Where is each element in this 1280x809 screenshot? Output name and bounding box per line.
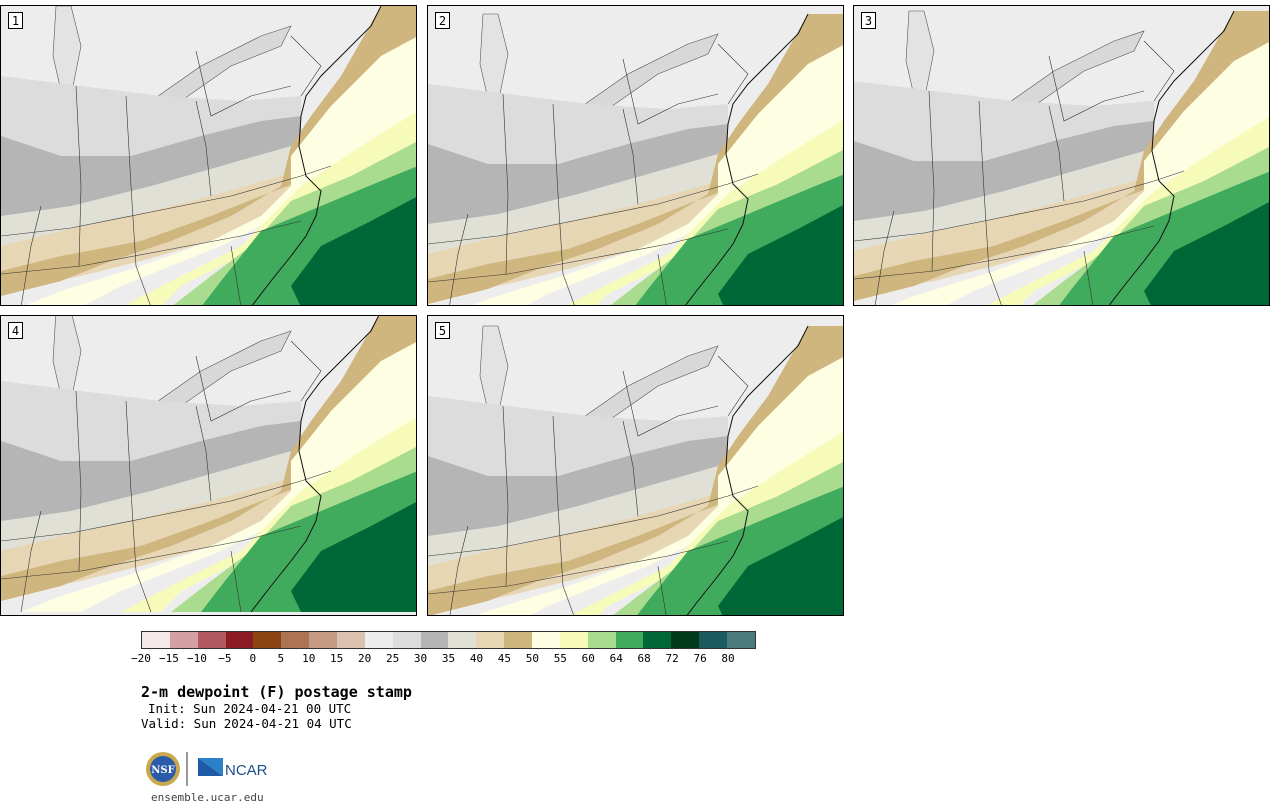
colorbar-swatch-3	[225, 632, 254, 648]
colorbar-swatch-10	[420, 632, 449, 648]
colorbar-tick-label: 5	[277, 652, 285, 665]
colorbar-swatch-14	[532, 632, 560, 648]
colorbar-tick-label: 76	[693, 652, 707, 665]
ncar-logo-icon: NCAR	[198, 758, 268, 779]
ensemble-member-map-1: 1	[0, 5, 417, 306]
member-label: 1	[8, 12, 23, 29]
colorbar-tick-label: 20	[358, 652, 372, 665]
colorbar-tick-label: 10	[302, 652, 316, 665]
colorbar-swatch-5	[281, 632, 310, 648]
colorbar-swatch-11	[448, 632, 477, 648]
colorbar-tick-label: 68	[637, 652, 651, 665]
valid-time: Valid: Sun 2024-04-21 04 UTC	[141, 716, 352, 731]
colorbar-swatch-17	[615, 632, 644, 648]
nsf-logo-icon: NSF	[146, 752, 180, 786]
colorbar-swatch-18	[643, 632, 672, 648]
colorbar-swatch-7	[337, 632, 365, 648]
svg-text:NSF: NSF	[151, 765, 174, 776]
colorbar-tick-label: 0	[249, 652, 257, 665]
colorbar-swatch-20	[699, 632, 728, 648]
member-label: 3	[861, 12, 876, 29]
ensemble-member-map-5: 5	[427, 315, 844, 616]
dewpoint-map	[428, 325, 843, 615]
colorbar-tick-label: 40	[469, 652, 484, 665]
colorbar-swatch-6	[309, 632, 338, 648]
colorbar-tick-label: 50	[525, 652, 539, 665]
colorbar-swatch-4	[253, 632, 282, 648]
plot-title: 2-m dewpoint (F) postage stamp	[141, 683, 412, 701]
colorbar-swatch-2	[197, 632, 226, 648]
member-label: 4	[8, 322, 23, 339]
colorbar-swatch-0	[142, 632, 170, 648]
colorbar-tick-label: 55	[553, 652, 567, 665]
site-url: ensemble.ucar.edu	[151, 791, 264, 804]
colorbar-tick-label: 15	[330, 652, 344, 665]
colorbar-swatch-12	[476, 632, 505, 648]
colorbar-swatch-8	[364, 632, 393, 648]
colorbar-tick-label: 72	[665, 652, 679, 665]
colorbar-tick-label: −15	[159, 652, 179, 665]
dewpoint-map	[1, 6, 416, 305]
colorbar-tick-label: 80	[721, 652, 735, 665]
dewpoint-map	[428, 13, 843, 305]
colorbar-tick-label: 35	[441, 652, 456, 665]
colorbar-tick-label: 60	[581, 652, 595, 665]
logos: NSF NCAR	[146, 752, 268, 786]
ensemble-member-map-2: 2	[427, 5, 844, 306]
colorbar-swatch-21	[727, 632, 755, 648]
member-label: 5	[435, 322, 450, 339]
colorbar-tick-label: 45	[497, 652, 512, 665]
colorbar-tick-label: 30	[413, 652, 428, 665]
colorbar-swatch-15	[559, 632, 588, 648]
member-label: 2	[435, 12, 450, 29]
colorbar-swatch-1	[169, 632, 198, 648]
colorbar-swatch-13	[504, 632, 533, 648]
colorbar	[141, 631, 756, 649]
colorbar-tick-label: −5	[218, 652, 232, 665]
colorbar-tick-label: −10	[186, 652, 207, 665]
svg-text:NCAR: NCAR	[225, 762, 268, 779]
colorbar-swatch-19	[671, 632, 700, 648]
colorbar-tick-label: 64	[609, 652, 623, 665]
colorbar-swatch-16	[587, 632, 616, 648]
ensemble-member-map-4: 4	[0, 315, 417, 616]
colorbar-swatch-9	[392, 632, 421, 648]
dewpoint-map	[1, 316, 416, 613]
init-time: Init: Sun 2024-04-21 00 UTC	[148, 701, 352, 716]
dewpoint-map	[854, 10, 1269, 305]
colorbar-ticks: −20 −15 −10 −5 0 5 10 15 20 25 30 35 40 45 50 55 60 64 68 7…	[131, 652, 756, 666]
colorbar-tick-label: 25	[385, 652, 400, 665]
ensemble-member-map-3: 3	[853, 5, 1270, 306]
colorbar-tick-label: −20	[131, 652, 151, 665]
